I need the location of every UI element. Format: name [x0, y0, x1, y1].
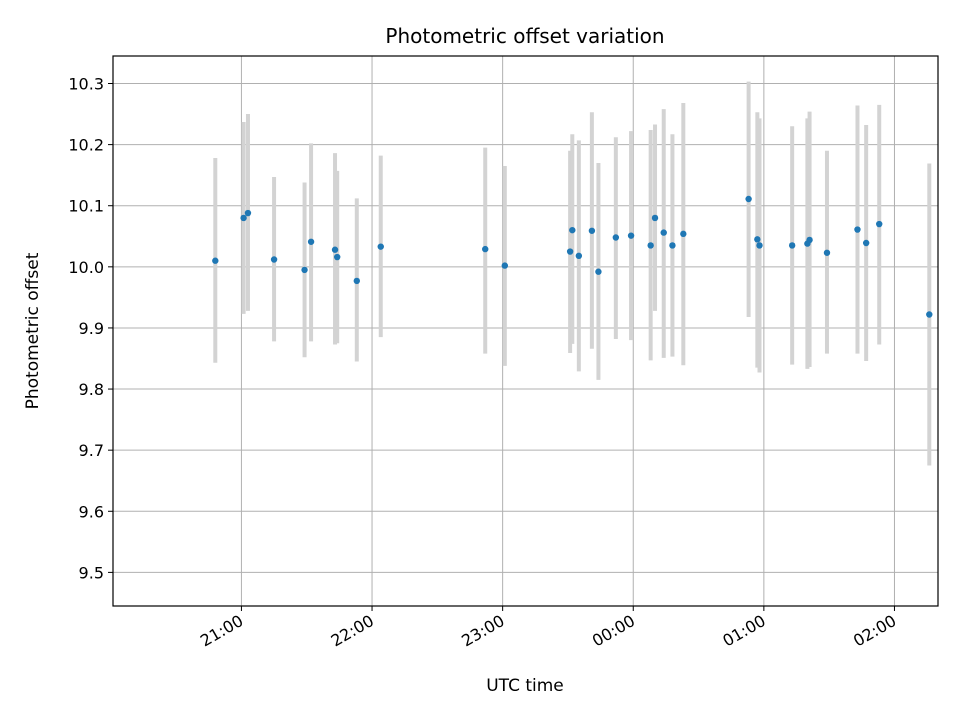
- y-tick-label: 10.2: [68, 136, 104, 155]
- data-point: [754, 236, 761, 243]
- data-point: [926, 311, 933, 318]
- y-tick-label: 9.6: [79, 502, 104, 521]
- grid: [113, 56, 938, 606]
- data-point: [334, 253, 341, 261]
- data-point: [651, 214, 659, 222]
- x-axis-label: UTC time: [486, 676, 564, 696]
- y-tick-label: 10.3: [68, 75, 104, 94]
- data-point: [745, 195, 752, 203]
- data-point: [595, 268, 602, 275]
- data-point: [876, 220, 883, 228]
- data-point: [588, 227, 596, 234]
- data-point: [270, 256, 278, 263]
- data-point: [331, 246, 339, 253]
- data-point: [647, 242, 654, 249]
- data-point: [301, 266, 308, 274]
- data-point: [501, 262, 509, 269]
- data-point: [307, 238, 315, 245]
- y-axis-label: Photometric offset: [23, 252, 43, 409]
- data-point: [377, 243, 384, 250]
- y-tick-label: 9.7: [79, 441, 104, 460]
- data-point: [569, 226, 576, 234]
- data-points: [212, 195, 933, 318]
- data-point: [756, 242, 763, 249]
- y-axis-ticks: 9.5 9.6 9.7 9.8 9.9 10.0 10.1 10.2 10.3: [68, 75, 113, 582]
- data-point: [627, 232, 635, 239]
- y-tick-label: 9.9: [79, 319, 104, 338]
- plot-frame: [112, 55, 939, 607]
- data-point: [660, 229, 667, 236]
- y-tick-label: 9.5: [79, 563, 104, 582]
- data-point: [566, 248, 574, 255]
- data-point: [244, 209, 252, 217]
- data-point: [612, 234, 620, 241]
- data-point: [862, 239, 870, 247]
- data-point: [482, 245, 489, 253]
- data-point: [854, 226, 861, 233]
- data-point: [212, 257, 219, 264]
- y-tick-label: 9.8: [79, 380, 104, 399]
- data-point: [353, 277, 360, 285]
- data-point: [788, 242, 796, 249]
- chart-title: Photometric offset variation: [385, 24, 664, 48]
- y-tick-label: 10.1: [68, 197, 104, 216]
- data-point: [669, 242, 676, 249]
- data-point: [823, 249, 831, 256]
- data-point: [680, 230, 687, 238]
- data-point: [240, 214, 247, 222]
- y-tick-label: 10.0: [68, 258, 104, 277]
- data-point: [806, 236, 813, 244]
- data-point: [575, 252, 583, 260]
